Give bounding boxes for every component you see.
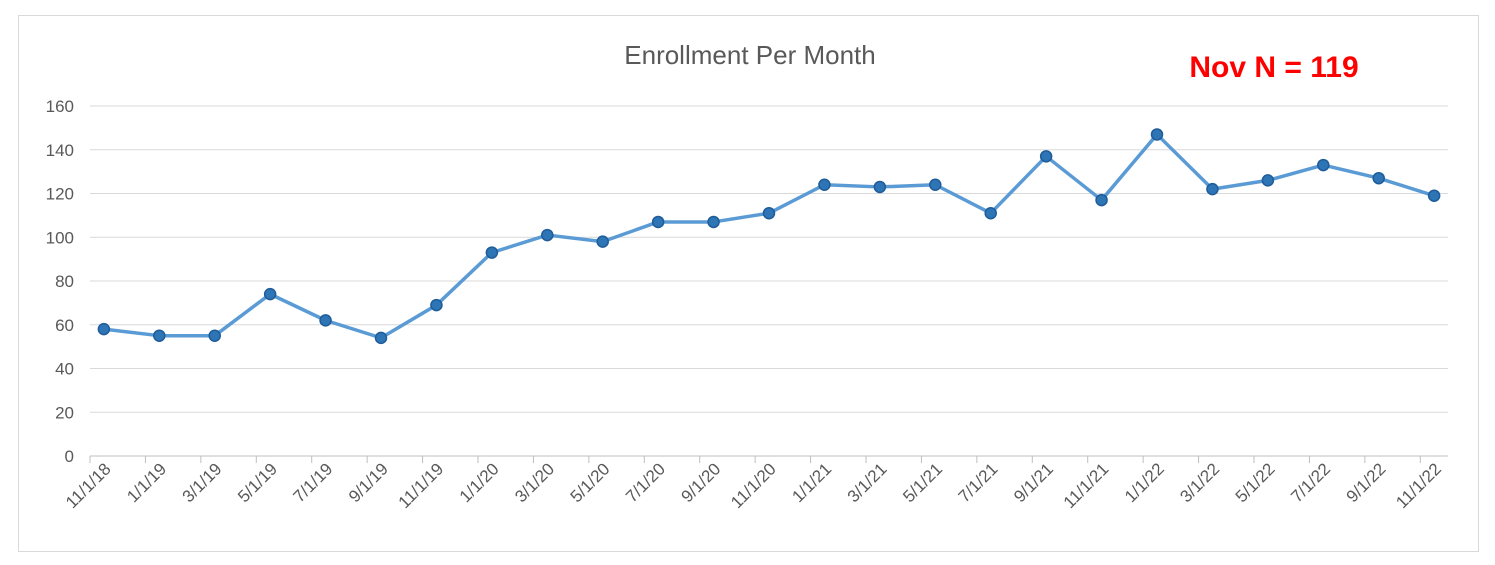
data-point [1095, 193, 1108, 207]
data-point [319, 314, 332, 327]
y-tick-label: 40 [55, 360, 74, 379]
x-tick-label: 11/1/22 [1392, 459, 1445, 512]
y-tick-label: 60 [55, 316, 74, 335]
x-tick-label: 3/1/21 [844, 459, 891, 506]
y-tick-label: 80 [55, 272, 74, 291]
data-point [651, 215, 665, 229]
x-tick-label: 9/1/20 [678, 459, 725, 506]
x-tick-label: 1/1/21 [788, 459, 835, 506]
data-point [374, 331, 388, 345]
x-tick-label: 1/1/19 [123, 459, 170, 506]
x-tick-label: 9/1/21 [1010, 459, 1057, 506]
x-tick-label: 3/1/22 [1176, 459, 1223, 506]
y-tick-label: 140 [46, 141, 74, 160]
data-point [1039, 150, 1053, 163]
y-tick-label: 20 [55, 403, 74, 422]
data-point [873, 180, 887, 194]
series-line-layer [103, 132, 1435, 340]
x-tick-label: 9/1/19 [345, 459, 392, 506]
y-tick-label: 0 [65, 447, 74, 466]
x-tick-label: 11/1/21 [1060, 459, 1113, 512]
x-tick-label: 7/1/19 [290, 459, 337, 506]
line-chart: Enrollment Per Month Nov N = 119 0 20 40 60… [46, 40, 1448, 512]
x-tick-label: 7/1/21 [955, 459, 1002, 506]
data-point [97, 322, 111, 336]
data-point [1261, 174, 1275, 187]
x-tick-label: 3/1/19 [179, 459, 226, 506]
chart-title: Enrollment Per Month [624, 40, 875, 70]
series-line [103, 132, 1435, 340]
x-tick-label: 5/1/21 [899, 459, 946, 506]
data-point [707, 215, 720, 229]
x-tick-label: 7/1/20 [622, 459, 669, 506]
y-tick-label: 100 [46, 228, 74, 247]
x-tick-label: 3/1/20 [511, 459, 558, 506]
y-tick-label: 160 [46, 97, 74, 116]
data-point [485, 246, 499, 259]
data-point [1150, 128, 1164, 141]
data-point [153, 329, 166, 342]
data-point [263, 287, 277, 301]
x-tick-label: 1/1/20 [456, 459, 503, 506]
x-tick-label: 11/1/20 [727, 459, 780, 512]
data-point [596, 235, 609, 248]
data-point [984, 206, 997, 220]
chart-frame: Enrollment Per Month Nov N = 119 0 20 40 60… [18, 15, 1479, 552]
x-tick-label: 5/1/22 [1232, 459, 1279, 506]
chart-annotation: Nov N = 119 [1189, 51, 1358, 84]
data-point [762, 206, 776, 220]
data-point [1372, 171, 1385, 185]
data-point [1427, 189, 1441, 202]
data-point [1317, 158, 1330, 172]
y-tick-label: 120 [46, 185, 74, 204]
data-point [818, 178, 831, 191]
gridlines [90, 105, 1448, 413]
x-tick-label: 7/1/22 [1287, 459, 1334, 506]
data-point [1206, 182, 1219, 196]
data-point [430, 298, 443, 312]
data-points [97, 128, 1441, 345]
data-point [208, 329, 221, 342]
x-tick-label: 5/1/19 [234, 459, 281, 506]
x-tick-label: 5/1/20 [567, 459, 614, 506]
x-tick-label: 11/1/19 [395, 459, 448, 512]
x-tick-label: 9/1/22 [1343, 459, 1390, 506]
x-tick-label: 1/1/22 [1121, 459, 1168, 506]
data-point [929, 178, 942, 191]
x-tick-label: 11/1/18 [62, 459, 115, 512]
data-point [541, 228, 554, 242]
